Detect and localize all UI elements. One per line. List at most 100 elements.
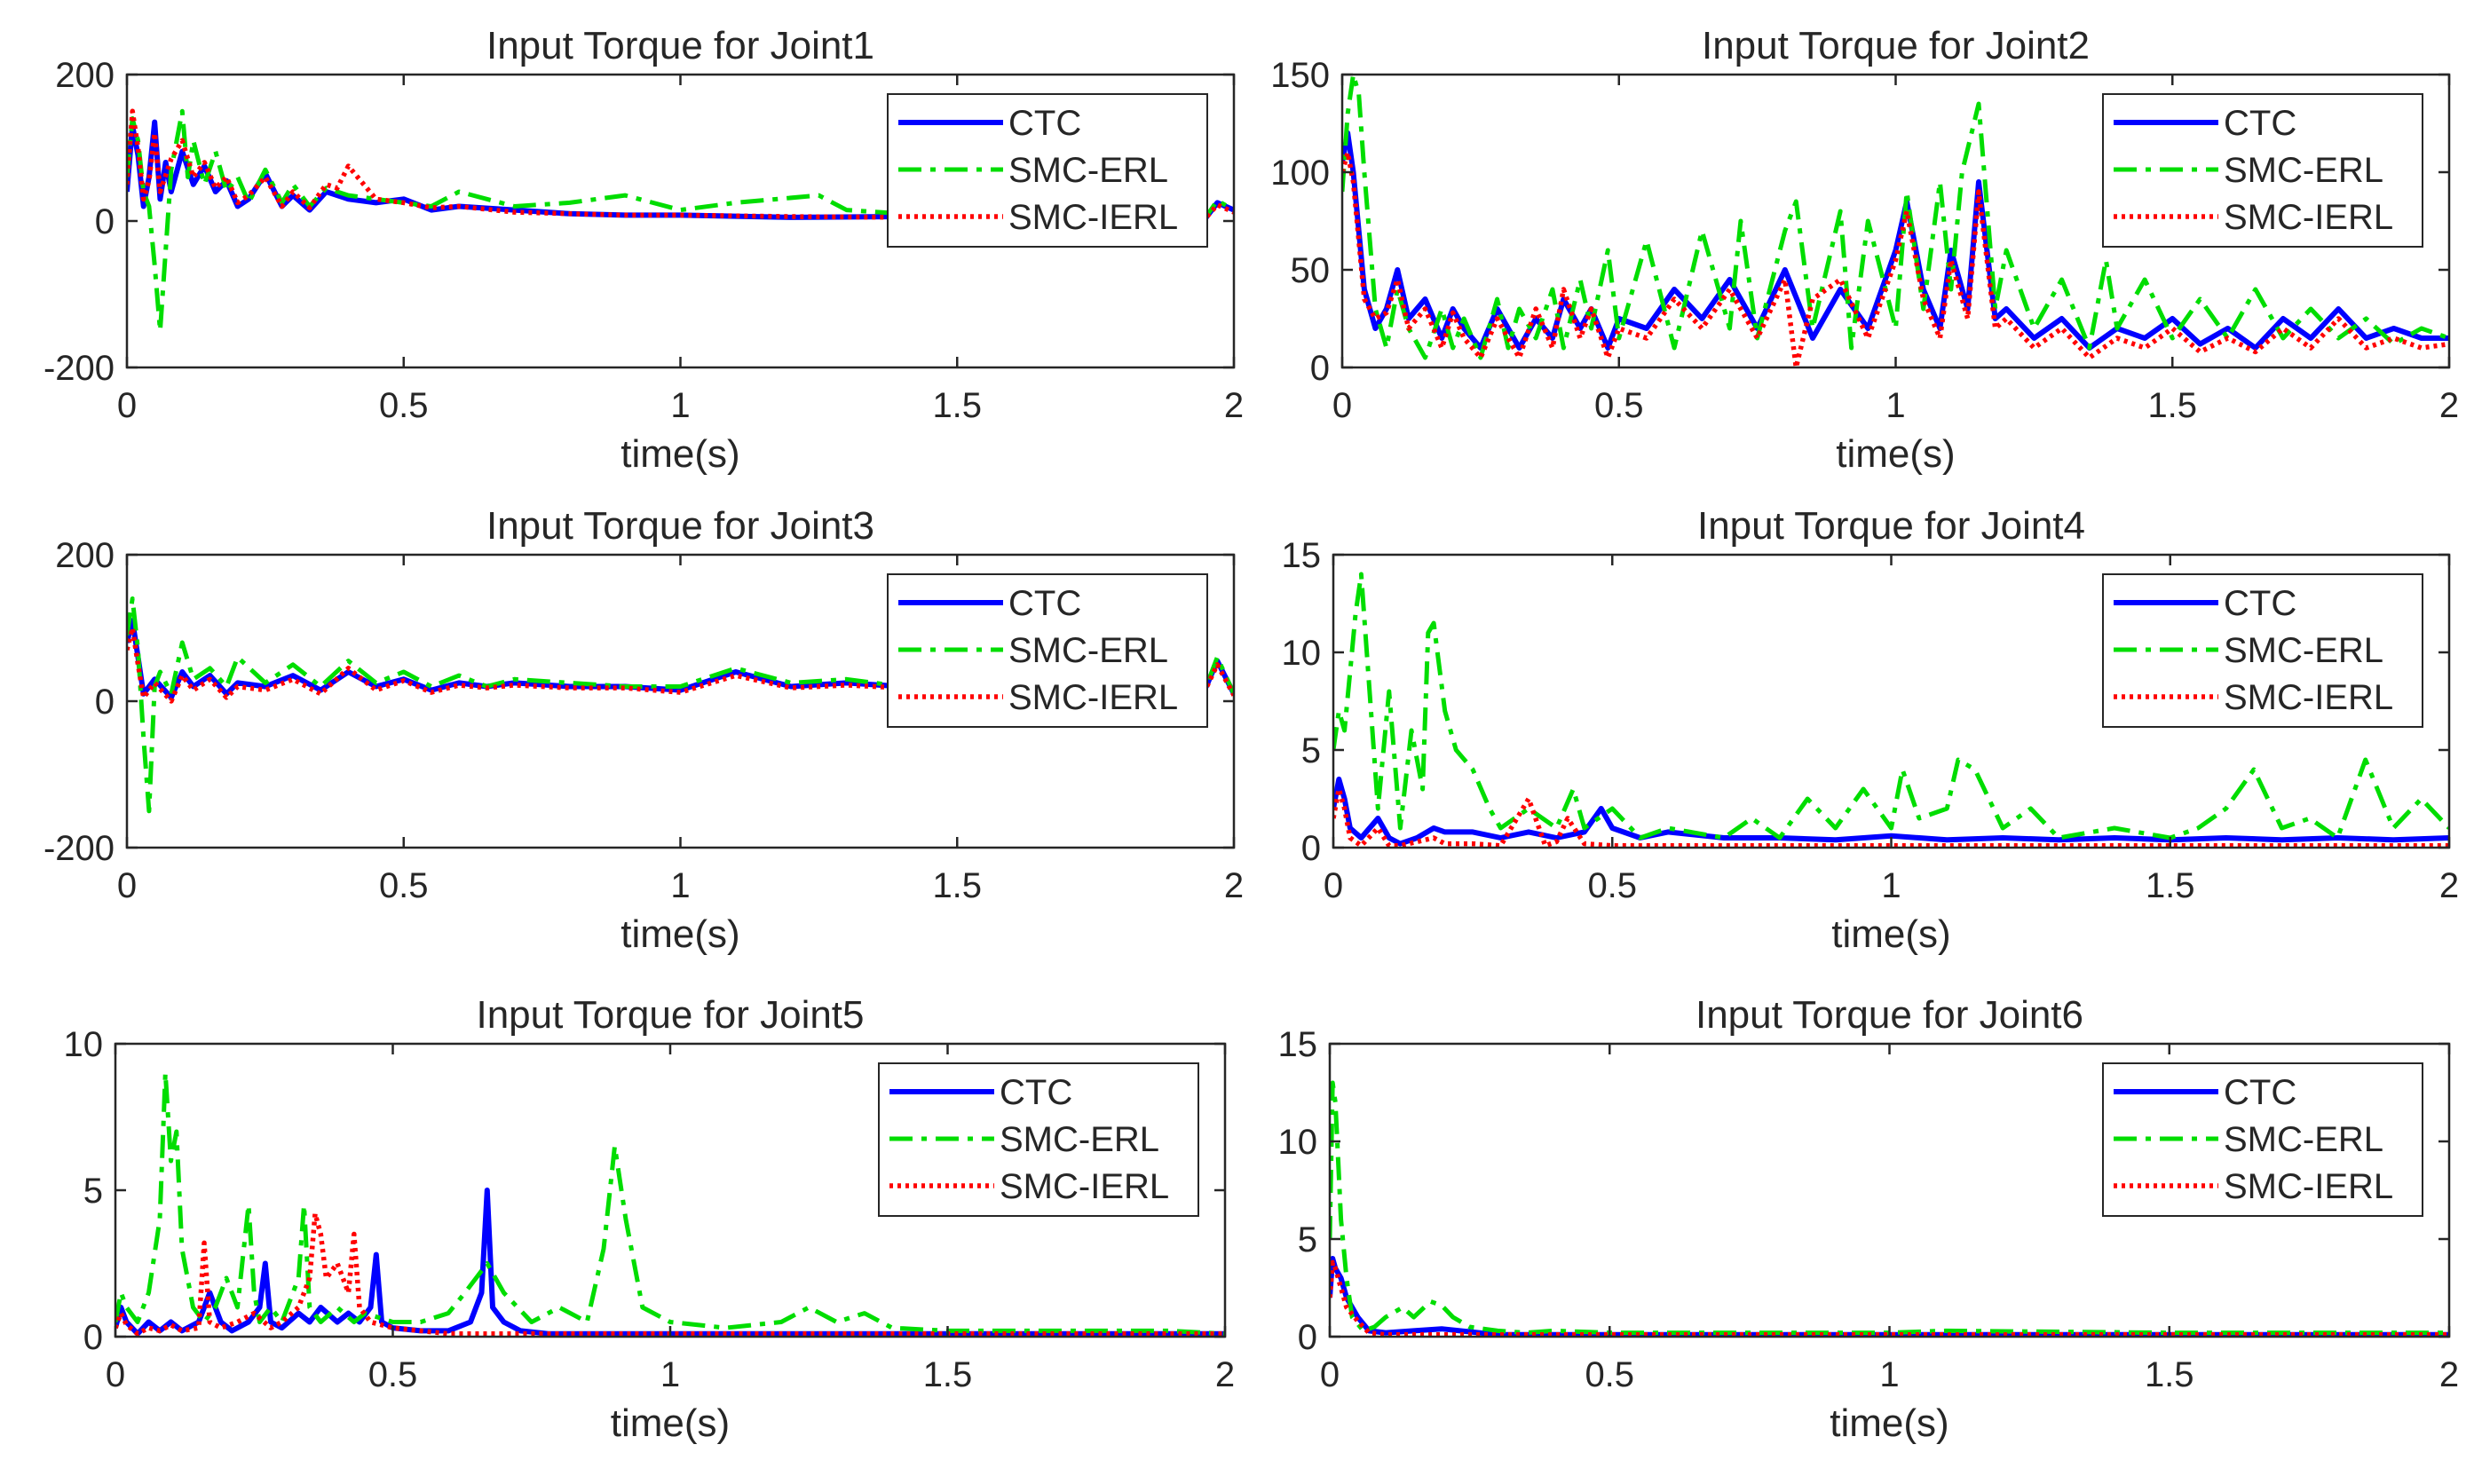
legend-box (2102, 1062, 2423, 1217)
x-tick-label: 1.5 (2145, 1355, 2194, 1394)
x-tick-label: 1 (670, 386, 690, 425)
series-group (115, 1070, 1225, 1337)
series-group (1333, 572, 2449, 848)
legend-label-smc-ierl: SMC-IERL (1008, 678, 1178, 717)
x-tick-label: 1.5 (2147, 386, 2197, 425)
x-tick-label: 1 (660, 1355, 680, 1394)
chart-title: Input Torque for Joint1 (486, 24, 874, 67)
y-tick-label: -200 (43, 829, 115, 868)
legend-label-smc-erl: SMC-ERL (1000, 1120, 1159, 1159)
x-axis-label: time(s) (620, 432, 739, 476)
y-tick-label: 0 (95, 683, 115, 722)
legend-box (887, 93, 1208, 248)
y-tick-label: 100 (1270, 154, 1330, 193)
series-line-smc-erl (1330, 1080, 2449, 1336)
chart-panel-joint5: 0 0.5 1 1.5 2 0 5 10 Input Torque for Joint5 time… (64, 993, 1236, 1445)
y-tick-label: 50 (1291, 251, 1331, 290)
x-tick-label: 0.5 (379, 866, 429, 905)
y-tick-label: 200 (55, 56, 115, 95)
chart-title: Input Torque for Joint2 (1702, 24, 2090, 67)
series-line-ctc (1333, 777, 2449, 847)
series-line-ctc (127, 119, 1234, 220)
legend: CTC SMC-ERL SMC-IERL (2102, 1062, 2423, 1217)
chart-title: Input Torque for Joint4 (1697, 504, 2085, 548)
legend: CTC SMC-ERL SMC-IERL (887, 93, 1208, 248)
legend-box (2102, 573, 2423, 728)
x-tick-label: 1.5 (2146, 866, 2195, 905)
y-tick-label: 10 (1278, 1123, 1318, 1162)
x-tick-label: 1 (670, 866, 690, 905)
y-tick-label: 0 (83, 1318, 103, 1357)
chart-panel-joint6: 0 0.5 1 1.5 2 0 5 10 15 Input Torque for Joint6 ti… (1278, 993, 2460, 1445)
legend-label-smc-ierl: SMC-IERL (2224, 1167, 2393, 1206)
legend-label-smc-erl: SMC-ERL (2224, 631, 2383, 670)
legend-label-ctc: CTC (1008, 104, 1081, 143)
legend: CTC SMC-ERL SMC-IERL (887, 573, 1208, 728)
y-tick-label: 5 (1298, 1220, 1317, 1259)
x-tick-label: 0.5 (379, 386, 429, 425)
chart-panel-joint4: 0 0.5 1 1.5 2 0 5 10 15 Input Torque for Joint4 ti… (1282, 504, 2460, 956)
x-tick-label: 0.5 (368, 1355, 418, 1394)
chart-panel-joint2: 0 0.5 1 1.5 2 0 50 100 150 Input Torque for Joint… (1270, 24, 2459, 476)
y-tick-label: 10 (64, 1025, 104, 1064)
legend-label-smc-erl: SMC-ERL (2224, 151, 2383, 190)
legend-box (2102, 93, 2423, 248)
x-tick-label: 0 (1332, 386, 1352, 425)
x-tick-label: 0 (106, 1355, 125, 1394)
chart-title: Input Torque for Joint3 (486, 504, 874, 548)
series-line-smc-erl (115, 1070, 1225, 1337)
series-line-smc-ierl (127, 108, 1234, 220)
x-tick-label: 2 (2439, 386, 2459, 425)
x-tick-label: 0 (117, 866, 137, 905)
y-tick-label: 15 (1278, 1025, 1318, 1064)
y-tick-label: -200 (43, 349, 115, 388)
x-tick-label: 0 (1320, 1355, 1340, 1394)
legend-box (887, 573, 1208, 728)
x-axis-label: time(s) (1831, 912, 1950, 956)
x-axis-label: time(s) (1836, 432, 1955, 476)
x-tick-label: 1.5 (932, 866, 982, 905)
x-tick-label: 0.5 (1585, 1355, 1634, 1394)
x-tick-label: 2 (1224, 386, 1244, 425)
x-tick-label: 1 (1879, 1355, 1899, 1394)
y-tick-label: 15 (1282, 536, 1322, 575)
y-tick-label: 5 (1301, 731, 1321, 770)
x-tick-label: 2 (1215, 1355, 1235, 1394)
x-axis-label: time(s) (611, 1401, 730, 1445)
x-tick-label: 2 (2439, 1355, 2459, 1394)
y-tick-label: 10 (1282, 634, 1322, 673)
y-tick-label: 5 (83, 1172, 103, 1211)
series-line-smc-ierl (1342, 150, 2449, 367)
chart-title: Input Torque for Joint5 (476, 993, 864, 1037)
legend-label-smc-erl: SMC-ERL (1008, 631, 1168, 670)
legend-label-smc-erl: SMC-ERL (1008, 151, 1168, 190)
y-tick-label: 0 (1298, 1318, 1317, 1357)
y-tick-label: 0 (1310, 349, 1330, 388)
series-line-smc-erl (1342, 75, 2449, 360)
series-group (127, 108, 1234, 334)
x-tick-label: 2 (1224, 866, 1244, 905)
legend-label-ctc: CTC (2224, 584, 2296, 623)
x-tick-label: 0 (117, 386, 137, 425)
chart-title: Input Torque for Joint6 (1696, 993, 2083, 1037)
legend-label-smc-ierl: SMC-IERL (2224, 678, 2393, 717)
x-tick-label: 1.5 (923, 1355, 973, 1394)
x-tick-label: 1 (1881, 866, 1901, 905)
legend-label-smc-erl: SMC-ERL (2224, 1120, 2383, 1159)
y-tick-label: 0 (1301, 829, 1321, 868)
legend: CTC SMC-ERL SMC-IERL (2102, 93, 2423, 248)
legend-label-ctc: CTC (1008, 584, 1081, 623)
legend-label-ctc: CTC (1000, 1073, 1072, 1112)
legend-label-smc-ierl: SMC-IERL (2224, 198, 2393, 237)
legend-label-smc-ierl: SMC-IERL (1000, 1167, 1169, 1206)
y-tick-label: 0 (95, 202, 115, 241)
legend-box (878, 1062, 1199, 1217)
legend: CTC SMC-ERL SMC-IERL (878, 1062, 1199, 1217)
legend-label-smc-ierl: SMC-IERL (1008, 198, 1178, 237)
legend-label-ctc: CTC (2224, 104, 2296, 143)
x-axis-label: time(s) (620, 912, 739, 956)
x-tick-label: 0 (1324, 866, 1343, 905)
series-group (1342, 75, 2449, 367)
